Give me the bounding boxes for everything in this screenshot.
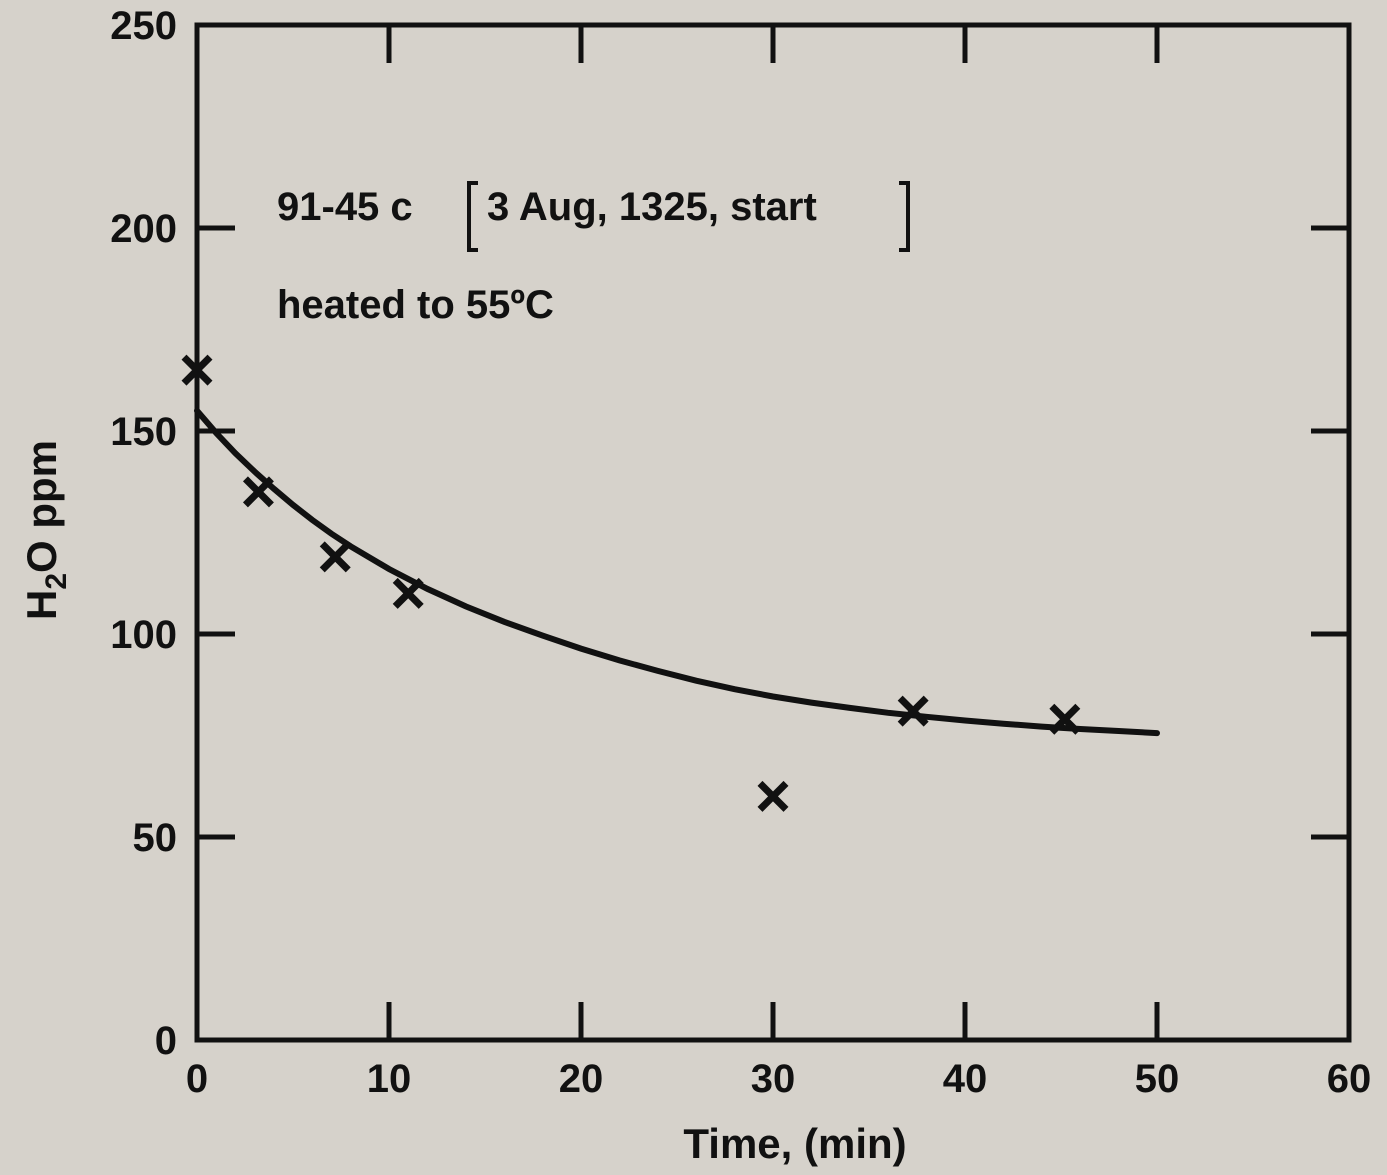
annotation-left-bracket	[467, 181, 478, 252]
x-tick-label: 60	[1327, 1057, 1372, 1101]
x-axis-label: Time, (min)	[683, 1120, 906, 1167]
annotation-right-bracket	[899, 181, 910, 252]
data-point	[757, 780, 789, 812]
data-point	[242, 476, 274, 508]
y-tick-label: 250	[110, 4, 177, 48]
data-points	[181, 354, 1081, 812]
data-point-stroke	[242, 476, 274, 508]
data-point-stroke	[181, 354, 213, 386]
x-tick-label: 40	[943, 1057, 988, 1101]
y-tick-label: 50	[133, 816, 178, 860]
y-axis-label: H2O ppm	[18, 440, 73, 620]
data-point	[319, 541, 351, 573]
axis-tick-labels: 0 10 20 30 40 50 60 0 50 100 150 200 250	[110, 4, 1371, 1101]
axis-ticks	[197, 25, 1349, 1040]
y-tick-label: 0	[155, 1019, 177, 1063]
x-tick-label: 10	[367, 1057, 412, 1101]
data-point	[897, 695, 929, 727]
data-point-stroke	[1049, 703, 1081, 735]
y-axis-label-rest: O ppm	[18, 440, 65, 573]
data-point-stroke	[757, 780, 789, 812]
data-point	[392, 577, 424, 609]
annotation-sample-id: 91-45 c	[277, 185, 413, 229]
data-point-stroke	[392, 577, 424, 609]
x-tick-label: 30	[751, 1057, 796, 1101]
x-tick-label: 50	[1135, 1057, 1180, 1101]
y-tick-label: 200	[110, 207, 177, 251]
y-tick-label: 150	[110, 410, 177, 454]
annotation-heated: heated to 55ºC	[277, 283, 554, 327]
x-tick-label: 0	[186, 1057, 208, 1101]
data-point	[181, 354, 213, 386]
data-point	[1049, 703, 1081, 735]
x-tick-label: 20	[559, 1057, 604, 1101]
y-axis-label-h: H	[18, 590, 65, 620]
data-point-stroke	[319, 541, 351, 573]
plot-frame	[194, 22, 1352, 1043]
fit-curve	[194, 407, 1160, 737]
annotation-start-info: 3 Aug, 1325, start	[487, 185, 817, 229]
y-tick-label: 100	[110, 613, 177, 657]
y-axis-label-subscript: 2	[40, 573, 73, 590]
data-point-stroke	[897, 695, 929, 727]
